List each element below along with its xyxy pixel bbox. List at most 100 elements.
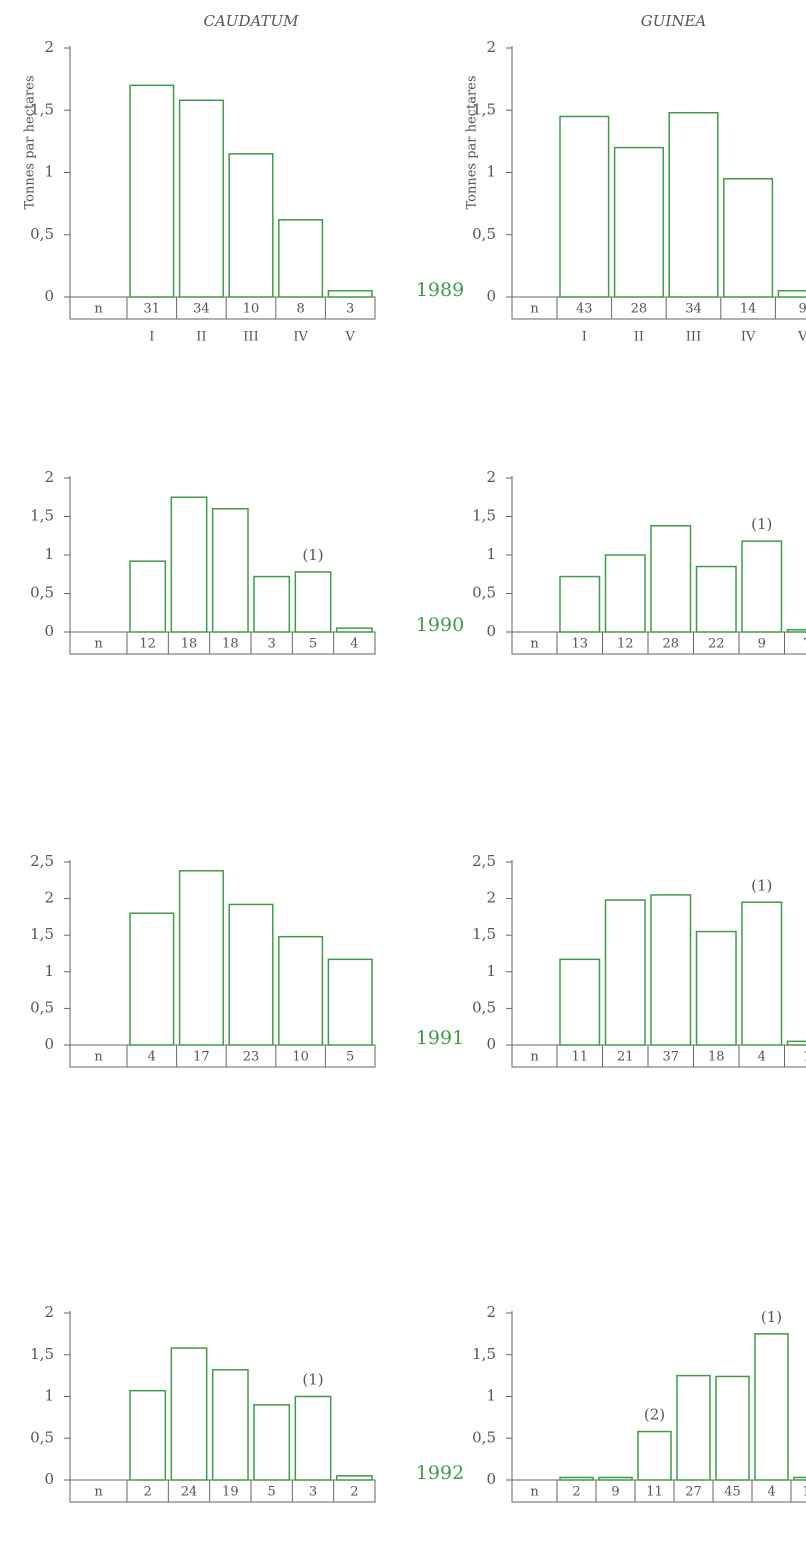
y-tick-label: 2 xyxy=(486,1303,496,1321)
bar xyxy=(695,565,737,633)
count-label: 43 xyxy=(576,302,593,317)
count-row xyxy=(69,296,376,320)
y-tick-label: 1,5 xyxy=(472,1345,496,1363)
bar xyxy=(650,894,692,1046)
bar xyxy=(695,930,737,1046)
year-label: 1992 xyxy=(416,1462,464,1484)
count-label: 28 xyxy=(662,637,679,652)
count-label: 11 xyxy=(571,1050,588,1065)
count-label: 4 xyxy=(148,1050,156,1065)
bar xyxy=(170,1347,208,1481)
count-header: n xyxy=(94,302,103,317)
count-label: 22 xyxy=(708,637,725,652)
bar xyxy=(715,1375,750,1481)
count-label: 34 xyxy=(193,302,210,317)
count-label: 45 xyxy=(724,1485,741,1500)
y-tick-label: 0,5 xyxy=(30,998,54,1016)
bar xyxy=(253,1404,291,1481)
bar xyxy=(613,146,664,298)
y-tick-label: 0,5 xyxy=(30,584,54,602)
bar xyxy=(786,628,806,633)
count-label: 17 xyxy=(193,1050,210,1065)
y-tick-label: 0,5 xyxy=(472,1428,496,1446)
bar xyxy=(741,540,783,633)
bar xyxy=(327,958,373,1046)
count-label: 14 xyxy=(740,302,757,317)
count-label: 12 xyxy=(617,637,634,652)
count-header: n xyxy=(94,637,103,652)
category-label: III xyxy=(686,330,701,345)
bar xyxy=(676,1374,711,1481)
bar xyxy=(228,153,274,298)
y-tick-label: 2 xyxy=(44,468,54,486)
count-label: 7 xyxy=(803,637,806,652)
y-tick-label: 1 xyxy=(486,163,496,181)
count-label: 4 xyxy=(350,637,358,652)
bar xyxy=(604,899,646,1046)
bar xyxy=(228,903,274,1046)
count-label: 3 xyxy=(309,1485,317,1500)
y-tick-label: 0,5 xyxy=(30,225,54,243)
bar-annotation: (2) xyxy=(644,1406,665,1424)
count-label: 23 xyxy=(243,1050,260,1065)
y-tick-label: 1 xyxy=(44,163,54,181)
count-label: 10 xyxy=(243,302,260,317)
category-label: I xyxy=(582,330,587,345)
count-label: 19 xyxy=(222,1485,239,1500)
y-tick-label: 0,5 xyxy=(472,225,496,243)
count-row xyxy=(511,296,806,320)
count-label: 18 xyxy=(708,1050,725,1065)
category-label: V xyxy=(797,330,806,345)
y-tick-label: 2,5 xyxy=(472,852,496,870)
count-header: n xyxy=(530,1485,539,1500)
count-row xyxy=(69,1044,376,1068)
bar xyxy=(604,554,646,633)
count-label: 18 xyxy=(222,637,239,652)
count-label: 3 xyxy=(346,302,354,317)
bar xyxy=(278,935,324,1046)
category-label: IV xyxy=(293,330,308,345)
y-tick-label: 1,5 xyxy=(30,1345,54,1363)
count-header: n xyxy=(94,1485,103,1500)
count-header: n xyxy=(530,637,539,652)
bar xyxy=(335,1475,373,1481)
y-tick-label: 1,5 xyxy=(30,100,54,118)
count-header: n xyxy=(94,1050,103,1065)
y-tick-label: 0,5 xyxy=(472,584,496,602)
chart-title: CAUDATUM xyxy=(204,12,300,30)
count-label: 1 xyxy=(803,1050,806,1065)
y-tick-label: 1 xyxy=(486,545,496,563)
y-tick-label: 0,5 xyxy=(472,998,496,1016)
bar xyxy=(754,1333,789,1481)
count-label: 12 xyxy=(802,1485,806,1500)
y-tick-label: 1 xyxy=(44,962,54,980)
bar xyxy=(129,1389,167,1481)
count-label: 13 xyxy=(571,637,588,652)
bar xyxy=(559,1476,594,1481)
y-tick-label: 2 xyxy=(486,889,496,907)
bar xyxy=(559,115,610,298)
y-tick-label: 1 xyxy=(486,962,496,980)
count-header: n xyxy=(530,302,539,317)
bar xyxy=(211,508,249,633)
chart-title: GUINEA xyxy=(641,12,707,30)
bar xyxy=(129,912,175,1046)
bar xyxy=(327,290,373,298)
y-tick-label: 1 xyxy=(486,1387,496,1405)
bar xyxy=(211,1369,249,1481)
category-label: V xyxy=(345,330,356,345)
count-label: 11 xyxy=(646,1485,663,1500)
y-tick-label: 2 xyxy=(486,468,496,486)
count-label: 4 xyxy=(767,1485,775,1500)
y-tick-label: 2 xyxy=(44,1303,54,1321)
y-tick-label: 0 xyxy=(44,622,54,640)
bar xyxy=(294,1395,332,1481)
bar xyxy=(253,575,291,633)
category-label: III xyxy=(243,330,258,345)
category-label: II xyxy=(196,330,206,345)
bar xyxy=(637,1430,672,1481)
count-label: 9 xyxy=(799,302,806,317)
y-tick-label: 2 xyxy=(44,889,54,907)
bar-annotation: (1) xyxy=(751,515,772,533)
